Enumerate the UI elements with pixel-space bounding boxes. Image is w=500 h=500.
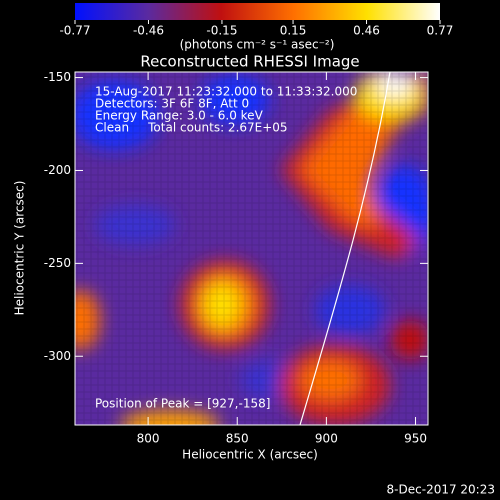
- chart-title: Reconstructed RHESSI Image: [140, 53, 359, 71]
- peak-note: Position of Peak = [927,-158]: [95, 397, 270, 411]
- colorbar-tick-label: -0.46: [133, 24, 164, 38]
- x-tick-label: 800: [137, 432, 160, 446]
- y-tick-label: -150: [44, 70, 71, 84]
- y-tick-label: -250: [44, 256, 71, 270]
- y-tick-label: -200: [44, 163, 71, 177]
- colorbar-tick-label: -0.15: [206, 24, 237, 38]
- annotation: Detectors: 3F 6F 8F, Att 0: [95, 97, 249, 111]
- x-axis-label: Heliocentric X (arcsec): [182, 448, 318, 462]
- x-tick-label: 850: [226, 432, 249, 446]
- x-tick-label: 950: [404, 432, 427, 446]
- annotation: Clean Total counts: 2.67E+05: [95, 121, 288, 135]
- annotation: 15-Aug-2017 11:23:32.000 to 11:33:32.000: [95, 85, 357, 99]
- colorbar-tick-label: 0.15: [280, 24, 307, 38]
- colorbar-tick-label: 0.46: [353, 24, 380, 38]
- colorbar-label: (photons cm⁻² s⁻¹ asec⁻²): [180, 38, 335, 52]
- image: [75, 72, 428, 425]
- colorbar: [75, 3, 440, 20]
- colorbar-tick-label: 0.77: [427, 24, 454, 38]
- x-tick-label: 900: [315, 432, 338, 446]
- colorbar-tick-label: -0.77: [59, 24, 90, 38]
- y-axis-label: Heliocentric Y (arcsec): [13, 181, 27, 316]
- annotation: Energy Range: 3.0 - 6.0 keV: [95, 109, 264, 123]
- plot-frame: [74, 71, 429, 426]
- y-tick-label: -300: [44, 349, 71, 363]
- footer: 8-Dec-2017 20:23: [387, 483, 495, 497]
